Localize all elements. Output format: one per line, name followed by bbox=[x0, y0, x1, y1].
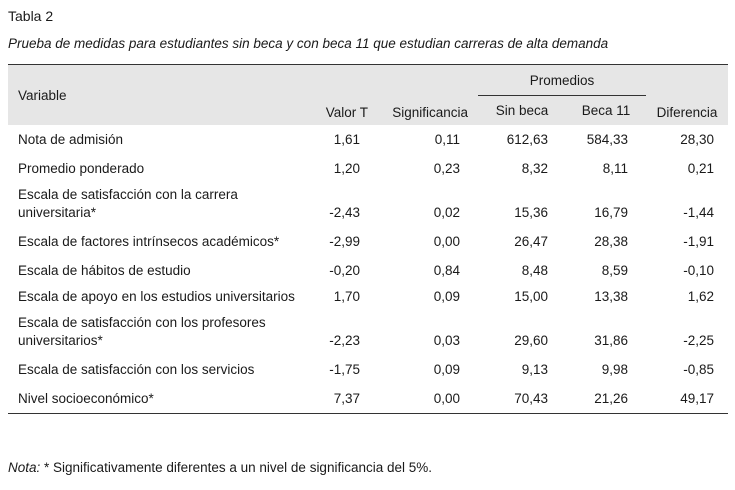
cell-diferencia: 49,17 bbox=[680, 391, 714, 406]
cell-valor-t: 1,61 bbox=[333, 132, 360, 147]
cell-variable: Escala de factores intrínsecos académico… bbox=[18, 234, 280, 249]
table-row: Promedio ponderado 1,20 0,23 8,32 8,11 0… bbox=[8, 154, 728, 183]
header-row-bottom: Sin beca Beca 11 bbox=[8, 95, 728, 125]
results-table: Variable Valor T Significancia Promedios… bbox=[8, 64, 728, 414]
cell-sin-beca: 26,47 bbox=[514, 234, 548, 249]
cell-sin-beca: 8,48 bbox=[521, 263, 548, 278]
cell-sin-beca: 29,60 bbox=[514, 333, 548, 348]
cell-significancia: 0,11 bbox=[434, 132, 460, 147]
cell-valor-t: -1,75 bbox=[329, 362, 360, 377]
table-caption: Prueba de medidas para estudiantes sin b… bbox=[8, 36, 609, 51]
cell-significancia: 0,84 bbox=[433, 263, 460, 278]
cell-valor-t: -2,43 bbox=[329, 205, 360, 220]
results-table-container: Variable Valor T Significancia Promedios… bbox=[8, 64, 728, 414]
cell-significancia: 0,00 bbox=[433, 234, 460, 249]
cell-diferencia: -1,91 bbox=[683, 234, 714, 249]
cell-sin-beca: 612,63 bbox=[506, 132, 548, 147]
cell-sin-beca: 8,32 bbox=[521, 161, 548, 176]
cell-beca-11: 9,98 bbox=[601, 362, 628, 377]
cell-diferencia: 28,30 bbox=[680, 132, 714, 147]
table-row: Nivel socioeconómico* 7,37 0,00 70,43 21… bbox=[8, 384, 728, 414]
cell-variable: Escala de satisfacción con los profesore… bbox=[18, 315, 266, 348]
cell-diferencia: -1,44 bbox=[683, 205, 714, 220]
table-row: Escala de satisfacción con la carrera un… bbox=[8, 183, 728, 227]
cell-significancia: 0,09 bbox=[433, 362, 460, 377]
cell-sin-beca: 70,43 bbox=[514, 391, 548, 406]
table-row: Escala de apoyo en los estudios universi… bbox=[8, 285, 728, 311]
table-row: Escala de satisfacción con los servicios… bbox=[8, 355, 728, 384]
cell-significancia: 0,00 bbox=[433, 391, 460, 406]
cell-diferencia: -0,85 bbox=[683, 362, 714, 377]
cell-diferencia: -2,25 bbox=[683, 333, 714, 348]
table-label: Tabla 2 bbox=[8, 8, 54, 24]
note-text: * Significativamente diferentes a un niv… bbox=[40, 460, 433, 475]
cell-valor-t: -2,99 bbox=[329, 234, 360, 249]
table-row: Nota de admisión 1,61 0,11 612,63 584,33… bbox=[8, 125, 728, 154]
cell-beca-11: 8,11 bbox=[602, 161, 628, 176]
header-valor-t: Valor T bbox=[296, 64, 378, 125]
cell-variable: Escala de apoyo en los estudios universi… bbox=[18, 289, 295, 304]
cell-valor-t: -2,23 bbox=[329, 333, 360, 348]
cell-significancia: 0,23 bbox=[433, 161, 460, 176]
cell-significancia: 0,02 bbox=[433, 205, 460, 220]
note-label: Nota: bbox=[8, 460, 41, 475]
cell-beca-11: 8,59 bbox=[601, 263, 628, 278]
cell-significancia: 0,09 bbox=[433, 289, 460, 304]
cell-beca-11: 21,26 bbox=[594, 391, 628, 406]
header-sin-beca: Sin beca bbox=[478, 95, 566, 125]
cell-valor-t: 7,37 bbox=[333, 391, 360, 406]
cell-variable: Escala de satisfacción con los servicios bbox=[18, 362, 255, 377]
header-diferencia: Diferencia bbox=[646, 64, 728, 125]
cell-beca-11: 31,86 bbox=[594, 333, 628, 348]
cell-beca-11: 28,38 bbox=[594, 234, 628, 249]
table-note: Nota: * Significativamente diferentes a … bbox=[8, 460, 432, 475]
cell-variable: Promedio ponderado bbox=[18, 161, 145, 176]
cell-variable: Nota de admisión bbox=[18, 132, 124, 147]
cell-sin-beca: 15,00 bbox=[514, 289, 548, 304]
cell-sin-beca: 15,36 bbox=[514, 205, 548, 220]
cell-diferencia: 0,21 bbox=[687, 161, 714, 176]
cell-diferencia: -0,10 bbox=[683, 263, 714, 278]
cell-beca-11: 584,33 bbox=[586, 132, 628, 147]
cell-variable: Nivel socioeconómico* bbox=[18, 391, 154, 406]
cell-valor-t: 1,70 bbox=[333, 289, 360, 304]
header-row-top: Variable Valor T Significancia Promedios… bbox=[8, 64, 728, 125]
cell-diferencia: 1,62 bbox=[687, 289, 714, 304]
table-row: Escala de factores intrínsecos académico… bbox=[8, 227, 728, 256]
header-promedios: Promedios bbox=[478, 64, 646, 96]
cell-sin-beca: 9,13 bbox=[521, 362, 548, 377]
cell-valor-t: -0,20 bbox=[329, 263, 360, 278]
cell-variable: Escala de satisfacción con la carrera un… bbox=[18, 187, 238, 220]
header-beca-11: Beca 11 bbox=[566, 95, 646, 125]
cell-beca-11: 13,38 bbox=[594, 289, 628, 304]
cell-beca-11: 16,79 bbox=[594, 205, 628, 220]
cell-variable: Escala de hábitos de estudio bbox=[18, 263, 191, 278]
cell-significancia: 0,03 bbox=[433, 333, 460, 348]
table-row: Escala de satisfacción con los profesore… bbox=[8, 311, 728, 355]
header-variable: Variable bbox=[8, 64, 296, 125]
cell-valor-t: 1,20 bbox=[333, 161, 360, 176]
header-significancia: Significancia bbox=[378, 64, 478, 125]
table-row: Escala de hábitos de estudio -0,20 0,84 … bbox=[8, 256, 728, 285]
